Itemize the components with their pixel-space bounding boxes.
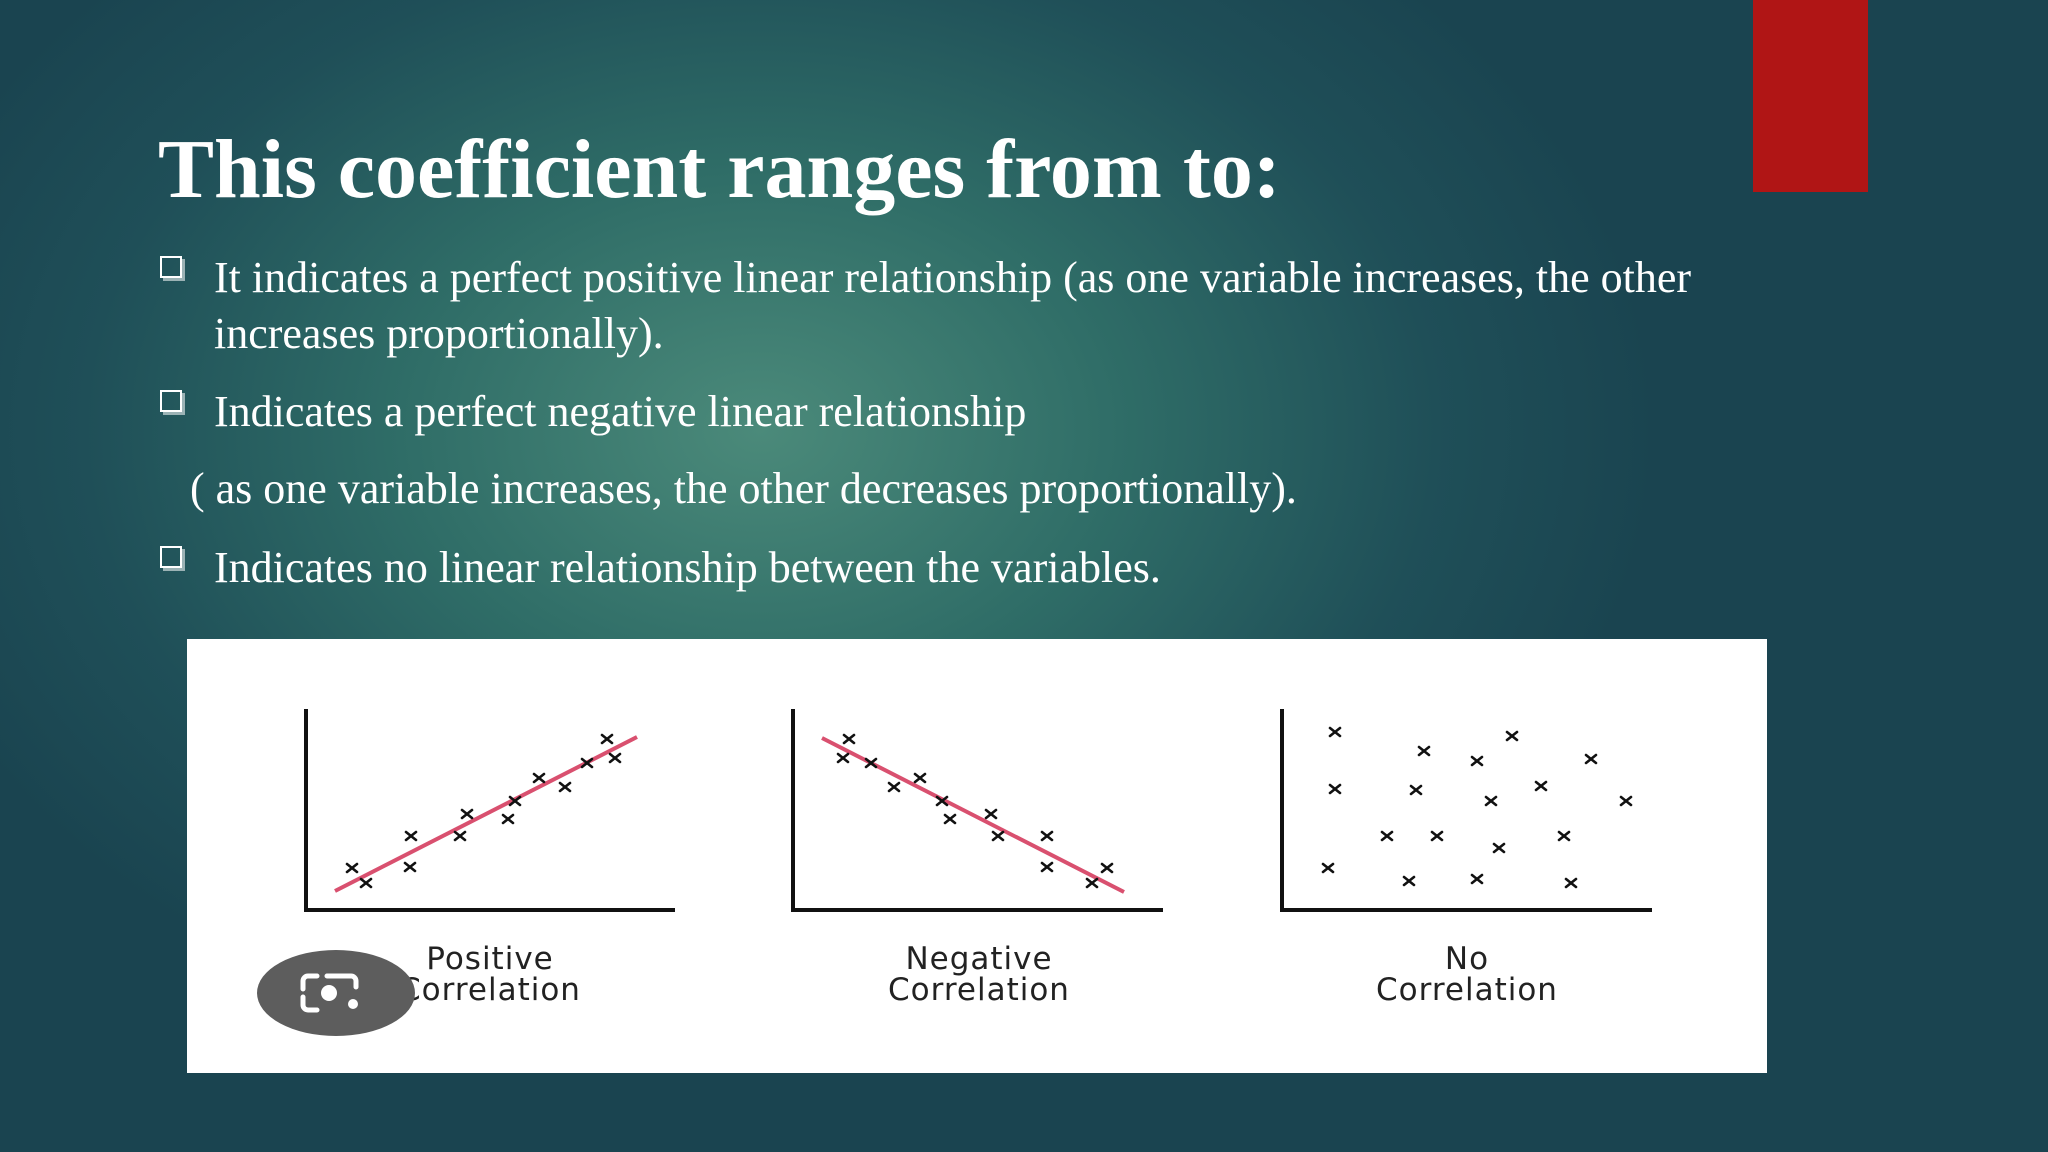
negative-caption: Negative Correlation [829,944,1129,1006]
correlation-diagrams [304,709,1652,912]
no-correlation-caption: No Correlation [1317,944,1617,1006]
camera-lens-icon [300,973,359,1013]
no-correlation-caption-line-2: Correlation [1376,972,1558,1008]
red-accent-bar [1753,0,1868,192]
camera-lens-button[interactable] [257,950,415,1036]
no-correlation-axes [1280,709,1652,912]
positive-caption-line-2: Correlation [399,972,581,1008]
positive-axes [304,709,675,912]
no-correlation-plot [1280,709,1652,912]
no-correlation-points [1321,726,1633,889]
bullet-3-line-1: Indicates no linear relationship between… [214,543,1161,592]
positive-caption: Positive Correlation [340,944,640,1006]
bullet-2-line-1: Indicates a perfect negative linear rela… [214,387,1027,436]
bullet-1-line-1: It indicates a perfect positive linear r… [214,253,1692,302]
correlation-figure: Positive Correlation Negative Correlatio… [187,639,1767,1073]
no-correlation-caption-line-1: No [1444,941,1490,977]
bullet-square-icon [160,390,182,412]
bullet-square-icon [160,256,182,278]
bullet-2-continuation: ( as one variable increases, the other d… [190,464,1297,513]
negative-caption-line-1: Negative [905,941,1053,977]
slide-title: This coefficient ranges from to: [158,123,1281,216]
positive-correlation-plot [304,709,675,912]
negative-correlation-plot [791,709,1163,912]
bullet-1-line-2: increases proportionally). [214,309,664,358]
positive-caption-line-1: Positive [426,941,554,977]
negative-caption-line-2: Correlation [888,972,1070,1008]
bullet-square-icon [160,546,182,568]
negative-axes [791,709,1163,912]
